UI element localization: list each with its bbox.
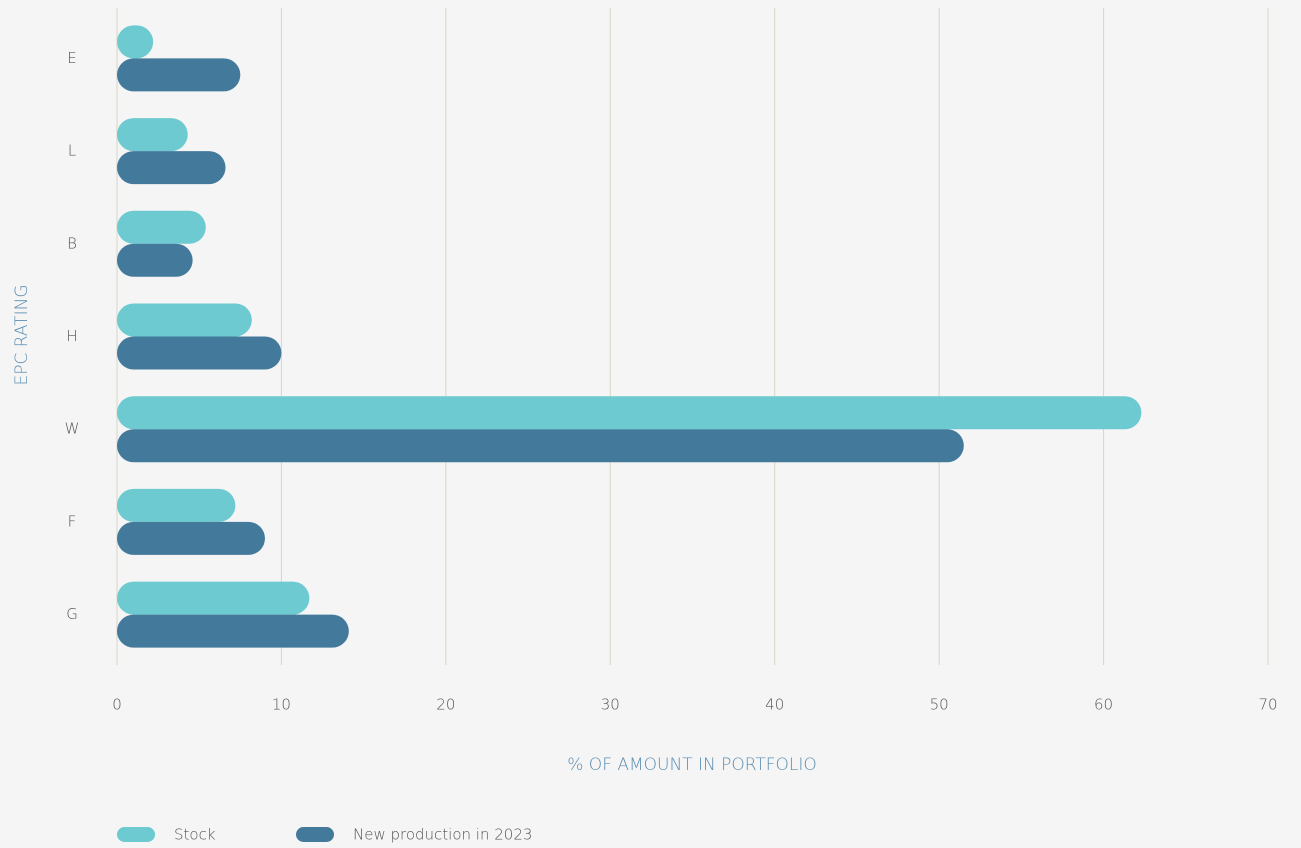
- bar: [117, 243, 193, 277]
- x-tick-label: 50: [930, 696, 949, 714]
- y-tick-label: G: [66, 605, 78, 623]
- y-tick-label: L: [68, 142, 76, 160]
- bar: [117, 581, 310, 615]
- bar: [117, 25, 154, 59]
- x-tick-label: 30: [601, 696, 620, 714]
- x-axis-label: % OF AMOUNT IN PORTFOLIO: [567, 755, 817, 775]
- bar: [117, 614, 349, 648]
- bar: [117, 521, 265, 555]
- y-tick-label: H: [66, 327, 77, 345]
- x-tick-label: 40: [765, 696, 784, 714]
- bar: [117, 488, 236, 522]
- bar: [117, 303, 252, 337]
- bar: [117, 429, 964, 463]
- legend-label: New production in 2023: [353, 826, 532, 844]
- legend-swatch: [296, 827, 334, 842]
- y-tick-label: F: [68, 512, 77, 530]
- x-tick-label: 20: [436, 696, 455, 714]
- bar: [117, 336, 282, 370]
- bar: [117, 210, 206, 244]
- x-tick-label: 10: [272, 696, 291, 714]
- y-tick-label: B: [67, 234, 77, 252]
- y-tick-label: W: [65, 420, 80, 438]
- y-tick-label: E: [67, 49, 76, 67]
- bar: [117, 151, 226, 185]
- legend-swatch: [117, 827, 155, 842]
- y-axis-label: EPC RATING: [12, 285, 32, 386]
- bar: [117, 118, 188, 152]
- x-tick-label: 0: [112, 696, 122, 714]
- legend-label: Stock: [174, 826, 216, 844]
- x-tick-label: 60: [1094, 696, 1113, 714]
- x-tick-label: 70: [1258, 696, 1277, 714]
- bar: [117, 58, 241, 92]
- bar: [117, 396, 1142, 430]
